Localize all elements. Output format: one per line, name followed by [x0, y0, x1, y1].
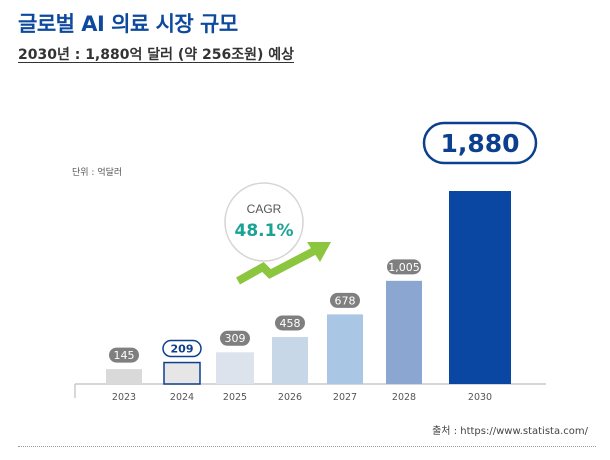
cagr-badge: CAGR 48.1%: [224, 182, 304, 262]
value-pill-2026: [275, 315, 305, 331]
x-tick-label-2026: 2026: [278, 392, 302, 403]
bar-2023: [106, 369, 142, 384]
value-label-2024: 209: [171, 343, 194, 356]
cagr-value: 48.1%: [235, 221, 294, 241]
x-tick-label-2027: 2027: [333, 392, 357, 403]
value-pill-2030: [422, 121, 538, 165]
x-tick-label-2025: 2025: [223, 392, 247, 403]
x-tick-label-2030: 2030: [468, 392, 492, 403]
value-label-2026: 458: [280, 317, 301, 330]
bar-2025: [216, 352, 254, 384]
chart-title: 글로벌 AI 의료 시장 규모: [18, 12, 238, 36]
bar-2028: [386, 280, 422, 384]
value-pill-2027: [330, 292, 360, 308]
cagr-label: CAGR: [247, 202, 282, 216]
value-label-2030: 1,880: [440, 129, 519, 158]
value-label-2028: 1,005: [388, 261, 420, 274]
bar-2030: [449, 191, 511, 384]
value-pill-2025: [220, 330, 250, 346]
footer-divider: [18, 446, 596, 447]
value-label-2027: 678: [335, 294, 356, 307]
value-label-2025: 309: [225, 332, 246, 345]
unit-label: 단위 : 억달러: [72, 168, 123, 178]
bar-2027: [327, 314, 363, 384]
bar-2026: [272, 336, 308, 384]
x-tick-label-2024: 2024: [170, 392, 194, 403]
cagr-circle: [224, 182, 304, 262]
bar-group: 145 2023 209 2024 309 2025 458 2026 678 2027 1,005…: [74, 121, 546, 403]
bar-2024: [163, 361, 201, 385]
chart-subtitle: 2030년 : 1,880억 달러 (약 256조원) 예상: [18, 47, 295, 63]
source-note: 출처 : https://www.statista.com/: [432, 426, 588, 437]
value-label-2023: 145: [114, 349, 135, 362]
value-pill-2024: [162, 339, 202, 358]
value-pill-2023: [109, 347, 139, 363]
trend-arrow-icon: [236, 242, 331, 285]
x-tick-label-2028: 2028: [392, 392, 416, 403]
x-tick-label-2023: 2023: [112, 392, 136, 403]
value-pill-2028: [387, 259, 421, 275]
